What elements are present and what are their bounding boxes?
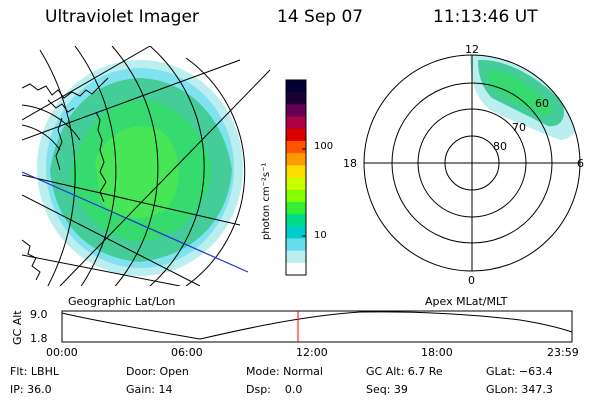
colorbar [285, 79, 307, 276]
dsp-value: Dsp: 0.0 [246, 383, 303, 396]
instrument-title: Ultraviolet Imager [45, 7, 199, 27]
colorbar-segment [286, 189, 306, 203]
x-tick-2359: 23:59 [547, 346, 579, 359]
mlt-6-label: 6 [577, 157, 584, 170]
colorbar-segment [286, 238, 306, 252]
aurora-disk-apex [470, 55, 579, 140]
colorbar-segment [286, 201, 306, 215]
mlt-0-label: 0 [468, 274, 475, 287]
aurora-disk-geo [37, 60, 243, 276]
time-label: 11:13:46 UT [433, 7, 538, 27]
geo-panel-label: Geographic Lat/Lon [68, 295, 176, 308]
colorbar-segment [286, 128, 306, 142]
mlt-18-label: 18 [343, 157, 357, 170]
mlt-12-label: 12 [465, 43, 479, 56]
colorbar-segment [286, 262, 306, 276]
y-tick-1-8: 1.8 [30, 332, 48, 345]
glon-value: GLon: 347.3 [486, 383, 553, 396]
mode-value: Mode: Normal [246, 365, 323, 378]
lat-80-label: 80 [493, 140, 507, 153]
colorbar-segment [286, 80, 306, 93]
colorbar-segment [286, 92, 306, 105]
ip-value: IP: 36.0 [10, 383, 52, 396]
colorbar-units: photon cm⁻²s⁻¹ [261, 162, 272, 240]
x-tick-1800: 18:00 [421, 346, 453, 359]
colorbar-tick-10: 10 [314, 230, 327, 241]
apex-panel-label: Apex MLat/MLT [425, 295, 508, 308]
y-tick-9: 9.0 [30, 308, 48, 321]
seq-value: Seq: 39 [366, 383, 408, 396]
colorbar-segment [286, 177, 306, 191]
colorbar-tick-100: 100 [314, 141, 334, 152]
lat-60-label: 60 [535, 97, 549, 110]
x-tick-0000: 00:00 [46, 346, 78, 359]
filter-value: Flt: LBHL [10, 365, 59, 378]
x-tick-0600: 06:00 [171, 346, 203, 359]
gc-alt-axis-label: GC Alt [11, 310, 24, 345]
latlon-grid [22, 46, 271, 286]
altitude-timeline [61, 310, 573, 343]
lat-70-label: 70 [512, 121, 526, 134]
date-label: 14 Sep 07 [277, 7, 364, 27]
colorbar-segment [286, 165, 306, 179]
altitude-curve [61, 311, 573, 340]
colorbar-frame [285, 79, 307, 276]
colorbar-segment [286, 153, 306, 166]
colorbar-segment [286, 140, 306, 154]
glat-value: GLat: −63.4 [486, 365, 553, 378]
colorbar-segment [286, 214, 306, 227]
colorbar-segment [286, 116, 306, 130]
door-value: Door: Open [126, 365, 189, 378]
geographic-map [22, 46, 271, 286]
colorbar-segment [286, 104, 306, 118]
apex-polar-plot [363, 54, 581, 272]
gc-alt-value: GC Alt: 6.7 Re [366, 365, 443, 378]
x-tick-1200: 12:00 [296, 346, 328, 359]
colorbar-segment [286, 250, 306, 264]
colorbar-segment [286, 226, 306, 240]
polar-grid [363, 54, 581, 272]
spacecraft-track [22, 171, 249, 273]
gain-value: Gain: 14 [126, 383, 173, 396]
